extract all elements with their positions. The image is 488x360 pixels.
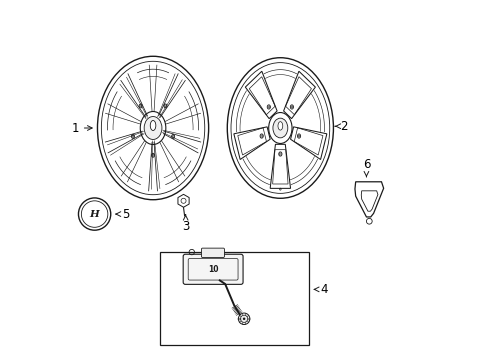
Ellipse shape bbox=[272, 118, 287, 138]
Ellipse shape bbox=[139, 104, 142, 108]
Ellipse shape bbox=[277, 122, 282, 130]
Ellipse shape bbox=[144, 117, 162, 139]
Bar bbox=[160, 252, 308, 345]
Text: 2: 2 bbox=[334, 120, 347, 133]
Ellipse shape bbox=[151, 153, 154, 157]
Text: 1: 1 bbox=[71, 122, 92, 135]
Text: 5: 5 bbox=[116, 208, 129, 221]
FancyBboxPatch shape bbox=[201, 248, 224, 257]
Text: 3: 3 bbox=[182, 215, 189, 233]
Ellipse shape bbox=[238, 313, 249, 324]
Ellipse shape bbox=[266, 105, 270, 109]
Ellipse shape bbox=[150, 121, 156, 131]
Text: H: H bbox=[89, 210, 99, 219]
Ellipse shape bbox=[243, 318, 245, 320]
Text: 10: 10 bbox=[207, 265, 218, 274]
Ellipse shape bbox=[131, 134, 134, 138]
Ellipse shape bbox=[260, 134, 263, 138]
Ellipse shape bbox=[171, 134, 174, 138]
Ellipse shape bbox=[278, 152, 282, 156]
Text: 4: 4 bbox=[314, 283, 327, 296]
Ellipse shape bbox=[268, 113, 291, 144]
Ellipse shape bbox=[140, 112, 165, 144]
Ellipse shape bbox=[290, 105, 293, 109]
Ellipse shape bbox=[297, 134, 300, 138]
FancyBboxPatch shape bbox=[183, 254, 243, 284]
Text: 6: 6 bbox=[362, 158, 369, 177]
Ellipse shape bbox=[163, 104, 167, 108]
